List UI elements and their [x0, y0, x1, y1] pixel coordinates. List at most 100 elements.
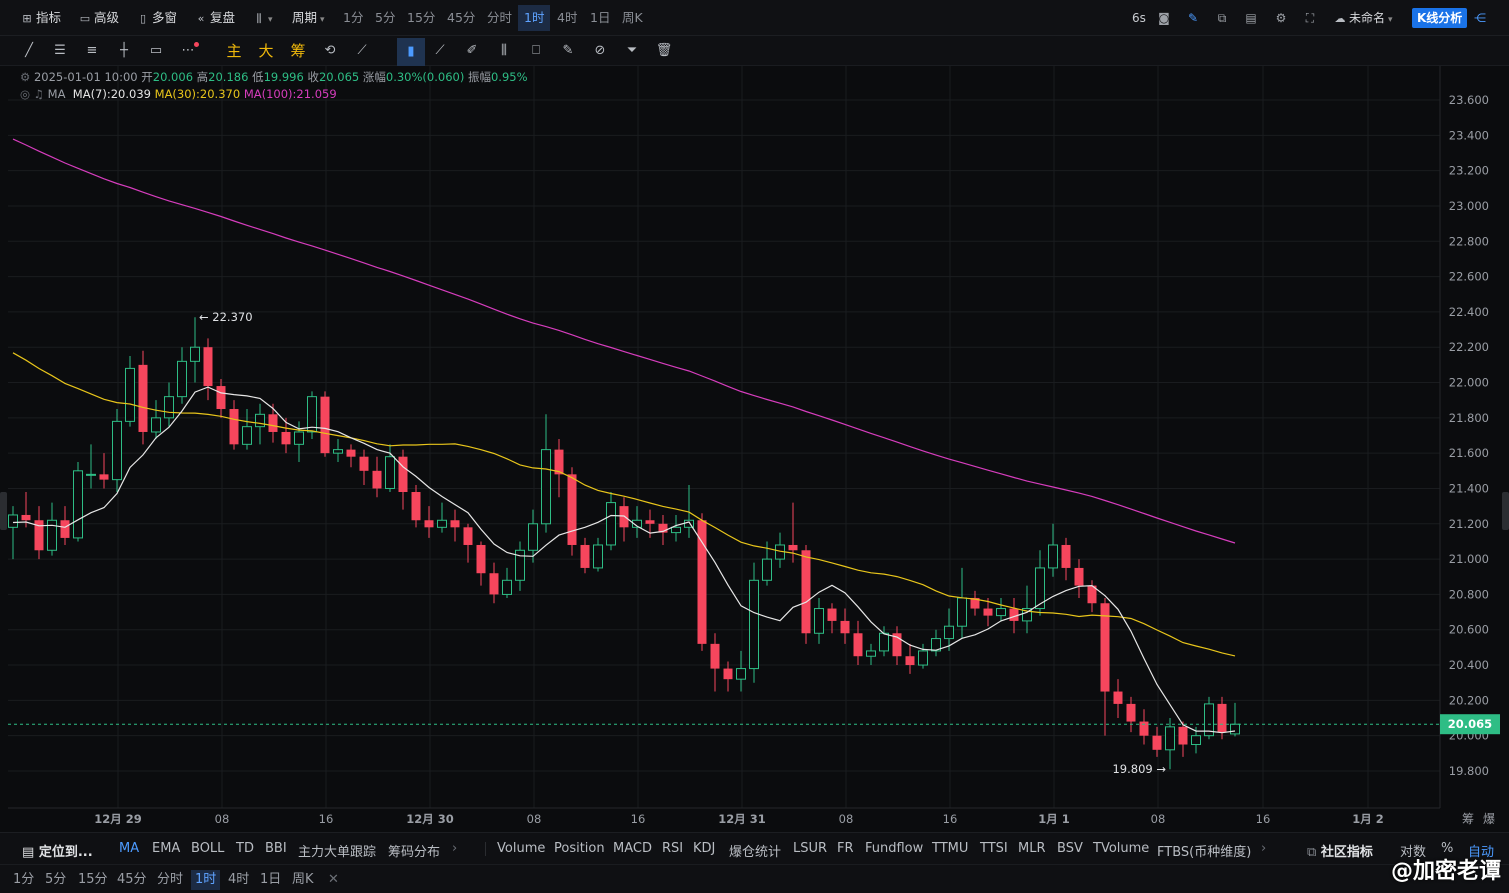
log-scale-toggle[interactable]: 对数: [1400, 845, 1427, 860]
interval-3[interactable]: 45分: [447, 10, 476, 25]
bottom-interval-5[interactable]: 1时: [191, 870, 221, 890]
candle-body: [905, 656, 915, 666]
percent-scale-toggle[interactable]: %: [1441, 841, 1454, 856]
close-icon[interactable]: ✕: [328, 872, 339, 887]
x-tick-label: 12月 30: [406, 812, 454, 826]
auto-scale-toggle[interactable]: 自动: [1468, 845, 1495, 860]
sub-indicator-7[interactable]: FR: [837, 841, 854, 856]
sub-indicator-14[interactable]: FTBS(币种维度): [1157, 845, 1252, 860]
eye-icon[interactable]: ◎: [20, 87, 31, 101]
magic-icon[interactable]: ⊘: [594, 43, 606, 58]
main-chip-tool[interactable]: 主: [226, 42, 242, 60]
bottom-interval-7[interactable]: 1日: [260, 872, 282, 887]
main-indicator-6[interactable]: 筹码分布: [388, 845, 441, 860]
filter-icon[interactable]: ⏷: [626, 43, 638, 58]
bottom-interval-3[interactable]: 45分: [117, 872, 147, 887]
period-button[interactable]: 周期 ▾: [292, 9, 325, 27]
sync-icon[interactable]: ⟲: [324, 43, 336, 58]
right-panel-toggle[interactable]: [1502, 492, 1509, 530]
trash-icon[interactable]: 🗑: [655, 43, 673, 58]
bottom-interval-8[interactable]: 周K: [292, 872, 314, 887]
interval-5[interactable]: 1时: [518, 5, 551, 31]
bookmark-icon[interactable]: ▮: [397, 38, 425, 66]
bottom-interval-4[interactable]: 分时: [157, 872, 184, 887]
big-chip-tool[interactable]: 大: [258, 42, 274, 60]
rewind-icon: «: [197, 12, 205, 25]
magnet-icon[interactable]: ⟋: [357, 43, 367, 58]
sub-indicator-3[interactable]: RSI: [662, 841, 684, 856]
fullscreen-icon[interactable]: ⛶: [1305, 11, 1315, 25]
left-panel-toggle[interactable]: [0, 492, 7, 530]
candle-body: [1113, 691, 1123, 704]
main-indicator-3[interactable]: TD: [236, 841, 254, 856]
main-indicator-5[interactable]: 主力大单跟踪: [298, 845, 377, 860]
interval-4[interactable]: 分时: [487, 10, 513, 25]
parallel-channel-icon[interactable]: ≡: [86, 43, 98, 58]
locate-button[interactable]: ▤ 定位到...: [22, 841, 93, 860]
bottom-interval-0[interactable]: 1分: [13, 872, 35, 887]
more-tools-icon[interactable]: ⋯: [177, 41, 199, 61]
sub-indicator-4[interactable]: KDJ: [693, 841, 716, 856]
sub-indicator-11[interactable]: MLR: [1018, 841, 1046, 856]
trend-line-icon[interactable]: ╱: [25, 43, 33, 58]
candlestick-chart[interactable]: 23.600 23.400 23.200 23.000 22.800 22.600 22.4…: [0, 66, 1509, 830]
sub-indicator-8[interactable]: Fundflow: [865, 841, 924, 856]
multi-window-button[interactable]: ▯ 多窗: [136, 9, 177, 27]
interval-2[interactable]: 15分: [407, 10, 436, 25]
indicators-button[interactable]: ⊞ 指标: [20, 9, 61, 27]
main-indicator-2[interactable]: BOLL: [191, 841, 225, 856]
kline-analysis-button[interactable]: K线分析: [1412, 8, 1468, 28]
interval-1[interactable]: 5分: [375, 10, 396, 25]
candle-body: [957, 597, 967, 627]
refresh-rate[interactable]: 6s: [1132, 11, 1146, 25]
sub-indicator-9[interactable]: TTMU: [932, 841, 969, 856]
interval-0[interactable]: 1分: [343, 10, 364, 25]
replay-button[interactable]: « 复盘: [194, 9, 235, 27]
advanced-button[interactable]: ▭ 高级: [78, 9, 119, 27]
chevron-right-icon[interactable]: ›: [1261, 841, 1267, 856]
camera-icon[interactable]: ◙: [1158, 11, 1170, 25]
interval-8[interactable]: 周K: [622, 10, 643, 25]
chart-type-button[interactable]: ⫼ ▾: [252, 9, 272, 27]
rectangle-icon[interactable]: ▭: [149, 43, 163, 58]
replay-label: 复盘: [210, 10, 236, 25]
share-icon[interactable]: ⋲: [1474, 11, 1486, 25]
ruler-icon[interactable]: ⟋: [435, 43, 445, 58]
bottom-interval-1[interactable]: 5分: [45, 872, 67, 887]
bottom-interval-6[interactable]: 4时: [228, 872, 250, 887]
chip-distribution-tool[interactable]: 筹: [290, 42, 306, 60]
change-value: 0.30%(0.060): [385, 70, 465, 84]
sub-indicator-13[interactable]: TVolume: [1093, 841, 1150, 856]
sub-indicator-2[interactable]: MACD: [613, 841, 652, 856]
pen-icon[interactable]: ✎: [1187, 11, 1199, 25]
sub-indicator-12[interactable]: BSV: [1057, 841, 1083, 856]
horizontal-ray-icon[interactable]: ☰: [54, 43, 66, 58]
settings-icon[interactable]: ⚙: [1275, 11, 1287, 25]
ma30-value: MA(30):20.370: [154, 87, 241, 101]
chart-area[interactable]: 23.600 23.400 23.200 23.000 22.800 22.600 22.4…: [0, 66, 1509, 830]
y-tick-label: 20.600: [1449, 623, 1489, 637]
layout-name-button[interactable]: ☁ 未命名 ▾: [1333, 9, 1393, 27]
community-indicators-button[interactable]: ⧉ 社区指标: [1307, 841, 1373, 860]
y-tick-label: 21.800: [1449, 411, 1489, 425]
bell-icon[interactable]: ♫: [33, 87, 45, 101]
sub-indicator-0[interactable]: Volume: [497, 841, 546, 856]
sub-indicator-6[interactable]: LSUR: [793, 841, 828, 856]
lock-icon[interactable]: ⎕: [532, 43, 540, 58]
main-indicator-0[interactable]: MA: [119, 841, 140, 856]
edit-icon[interactable]: ✎: [562, 43, 574, 58]
sub-indicator-1[interactable]: Position: [554, 841, 605, 856]
interval-6[interactable]: 4时: [557, 10, 578, 25]
main-indicator-1[interactable]: EMA: [152, 841, 181, 856]
bars-icon[interactable]: ⫼: [501, 43, 507, 58]
sub-indicator-10[interactable]: TTSI: [980, 841, 1008, 856]
chevron-right-icon[interactable]: ›: [452, 841, 458, 856]
template-icon[interactable]: ▤: [1245, 11, 1257, 25]
interval-7[interactable]: 1日: [590, 10, 611, 25]
popout-icon[interactable]: ⧉: [1217, 11, 1227, 25]
brush-icon[interactable]: ✐: [466, 43, 478, 58]
horizontal-line-icon[interactable]: ┼: [120, 43, 128, 58]
sub-indicator-5[interactable]: 爆仓统计: [729, 845, 782, 860]
main-indicator-4[interactable]: BBI: [265, 841, 287, 856]
bottom-interval-2[interactable]: 15分: [78, 872, 108, 887]
